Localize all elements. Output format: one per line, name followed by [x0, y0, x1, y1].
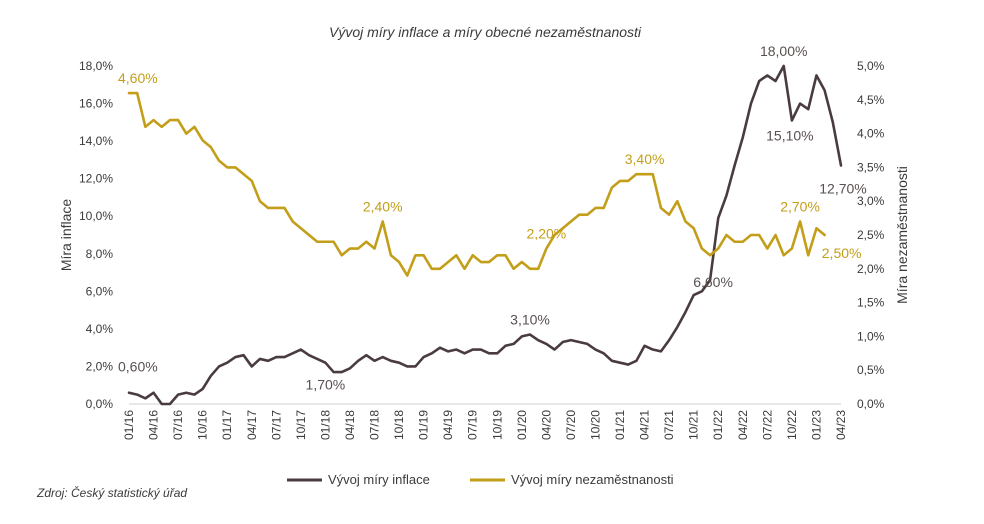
x-tick-label: 01/23	[809, 410, 823, 440]
y-tick-label: 10,0%	[79, 209, 113, 223]
series-line-inflation	[127, 64, 843, 406]
series-line-unemployment	[127, 91, 826, 277]
x-tick-label: 07/19	[466, 410, 480, 440]
x-tick-label: 01/21	[613, 410, 627, 440]
x-tick-label: 04/18	[343, 410, 357, 440]
legend-label-unemployment: Vývoj míry nezaměstnanosti	[511, 472, 674, 487]
y2-axis-title: Míra nezaměstnanosti	[894, 166, 910, 304]
x-tick-label: 01/16	[122, 410, 136, 440]
legend: Vývoj míry inflace Vývoj míry nezaměstna…	[287, 472, 674, 487]
y-axis-right: 0,0% 0,5% 1,0% 1,5% 2,0% 2,5% 3,0% 3,5% 4,0% 4,5%…	[857, 59, 885, 411]
y2-tick-label: 1,5%	[857, 296, 885, 310]
y2-tick-label: 5,0%	[857, 59, 885, 73]
x-tick-label: 04/16	[147, 410, 161, 440]
x-tick-label: 10/18	[392, 410, 406, 440]
x-tick-label: 04/21	[638, 410, 652, 440]
x-tick-label: 07/18	[368, 410, 382, 440]
data-label: 6,60%	[693, 274, 733, 290]
x-tick-label: 10/22	[785, 410, 799, 440]
x-tick-label: 04/23	[834, 410, 848, 440]
y2-tick-label: 4,0%	[857, 127, 885, 141]
data-label: 15,10%	[766, 127, 813, 143]
legend-label-inflation: Vývoj míry inflace	[328, 472, 430, 487]
x-tick-label: 10/16	[196, 410, 210, 440]
data-label: 0,60%	[118, 359, 158, 375]
y2-tick-label: 0,0%	[857, 397, 885, 411]
x-tick-label: 01/18	[318, 410, 332, 440]
annotations: 0,60% 1,70% 3,10% 6,60% 18,00% 15,10% 12,70% 4,…	[118, 43, 867, 393]
x-tick-label: 07/21	[662, 410, 676, 440]
x-tick-label: 04/19	[441, 410, 455, 440]
y2-tick-label: 3,0%	[857, 194, 885, 208]
y-tick-label: 6,0%	[86, 284, 114, 298]
x-tick-label: 07/16	[171, 410, 185, 440]
y2-tick-label: 3,5%	[857, 160, 885, 174]
x-tick-label: 10/21	[687, 410, 701, 440]
series-layer	[127, 64, 843, 406]
y2-tick-label: 0,5%	[857, 363, 885, 377]
x-axis: 01/16 04/16 07/16 10/16 01/17 04/17 07/17 10/17…	[122, 403, 848, 440]
y-tick-label: 4,0%	[86, 322, 114, 336]
y2-tick-label: 4,5%	[857, 93, 885, 107]
x-tick-label: 04/20	[539, 410, 553, 440]
data-label: 1,70%	[306, 377, 346, 393]
data-label: 3,10%	[510, 312, 550, 328]
source-note: Zdroj: Český statistický úřad	[36, 485, 187, 500]
data-label: 2,40%	[363, 198, 403, 214]
x-tick-label: 01/19	[417, 410, 431, 440]
chart-title: Vývoj míry inflace a míry obecné nezaměs…	[329, 24, 642, 40]
data-label: 18,00%	[760, 43, 807, 59]
y2-tick-label: 2,5%	[857, 228, 885, 242]
x-tick-label: 01/22	[711, 410, 725, 440]
x-tick-label: 10/19	[490, 410, 504, 440]
y-tick-label: 16,0%	[79, 97, 113, 111]
x-tick-label: 07/22	[760, 410, 774, 440]
y-tick-label: 12,0%	[79, 172, 113, 186]
x-tick-label: 10/17	[294, 410, 308, 440]
x-tick-label: 01/20	[515, 410, 529, 440]
x-tick-label: 04/22	[736, 410, 750, 440]
data-label: 3,40%	[625, 151, 665, 167]
y-axis-title: Míra inflace	[58, 199, 74, 272]
y-tick-label: 18,0%	[79, 59, 113, 73]
y2-tick-label: 2,0%	[857, 262, 885, 276]
x-tick-label: 01/17	[220, 410, 234, 440]
y-tick-label: 2,0%	[86, 359, 114, 373]
data-label: 2,70%	[780, 198, 820, 214]
y-tick-label: 8,0%	[86, 247, 114, 261]
x-tick-label: 04/17	[245, 410, 259, 440]
data-label: 12,70%	[819, 181, 866, 197]
data-label: 4,60%	[118, 70, 158, 86]
x-tick-label: 07/17	[269, 410, 283, 440]
x-tick-label: 07/20	[564, 410, 578, 440]
data-label: 2,20%	[527, 226, 567, 242]
x-tick-label: 10/20	[588, 410, 602, 440]
data-label: 2,50%	[822, 245, 862, 261]
y-tick-label: 0,0%	[86, 397, 114, 411]
y2-tick-label: 1,0%	[857, 329, 885, 343]
y-tick-label: 14,0%	[79, 134, 113, 148]
y-axis-left: 0,0% 2,0% 4,0% 6,0% 8,0% 10,0% 12,0% 14,0% 16,0%…	[79, 59, 113, 411]
